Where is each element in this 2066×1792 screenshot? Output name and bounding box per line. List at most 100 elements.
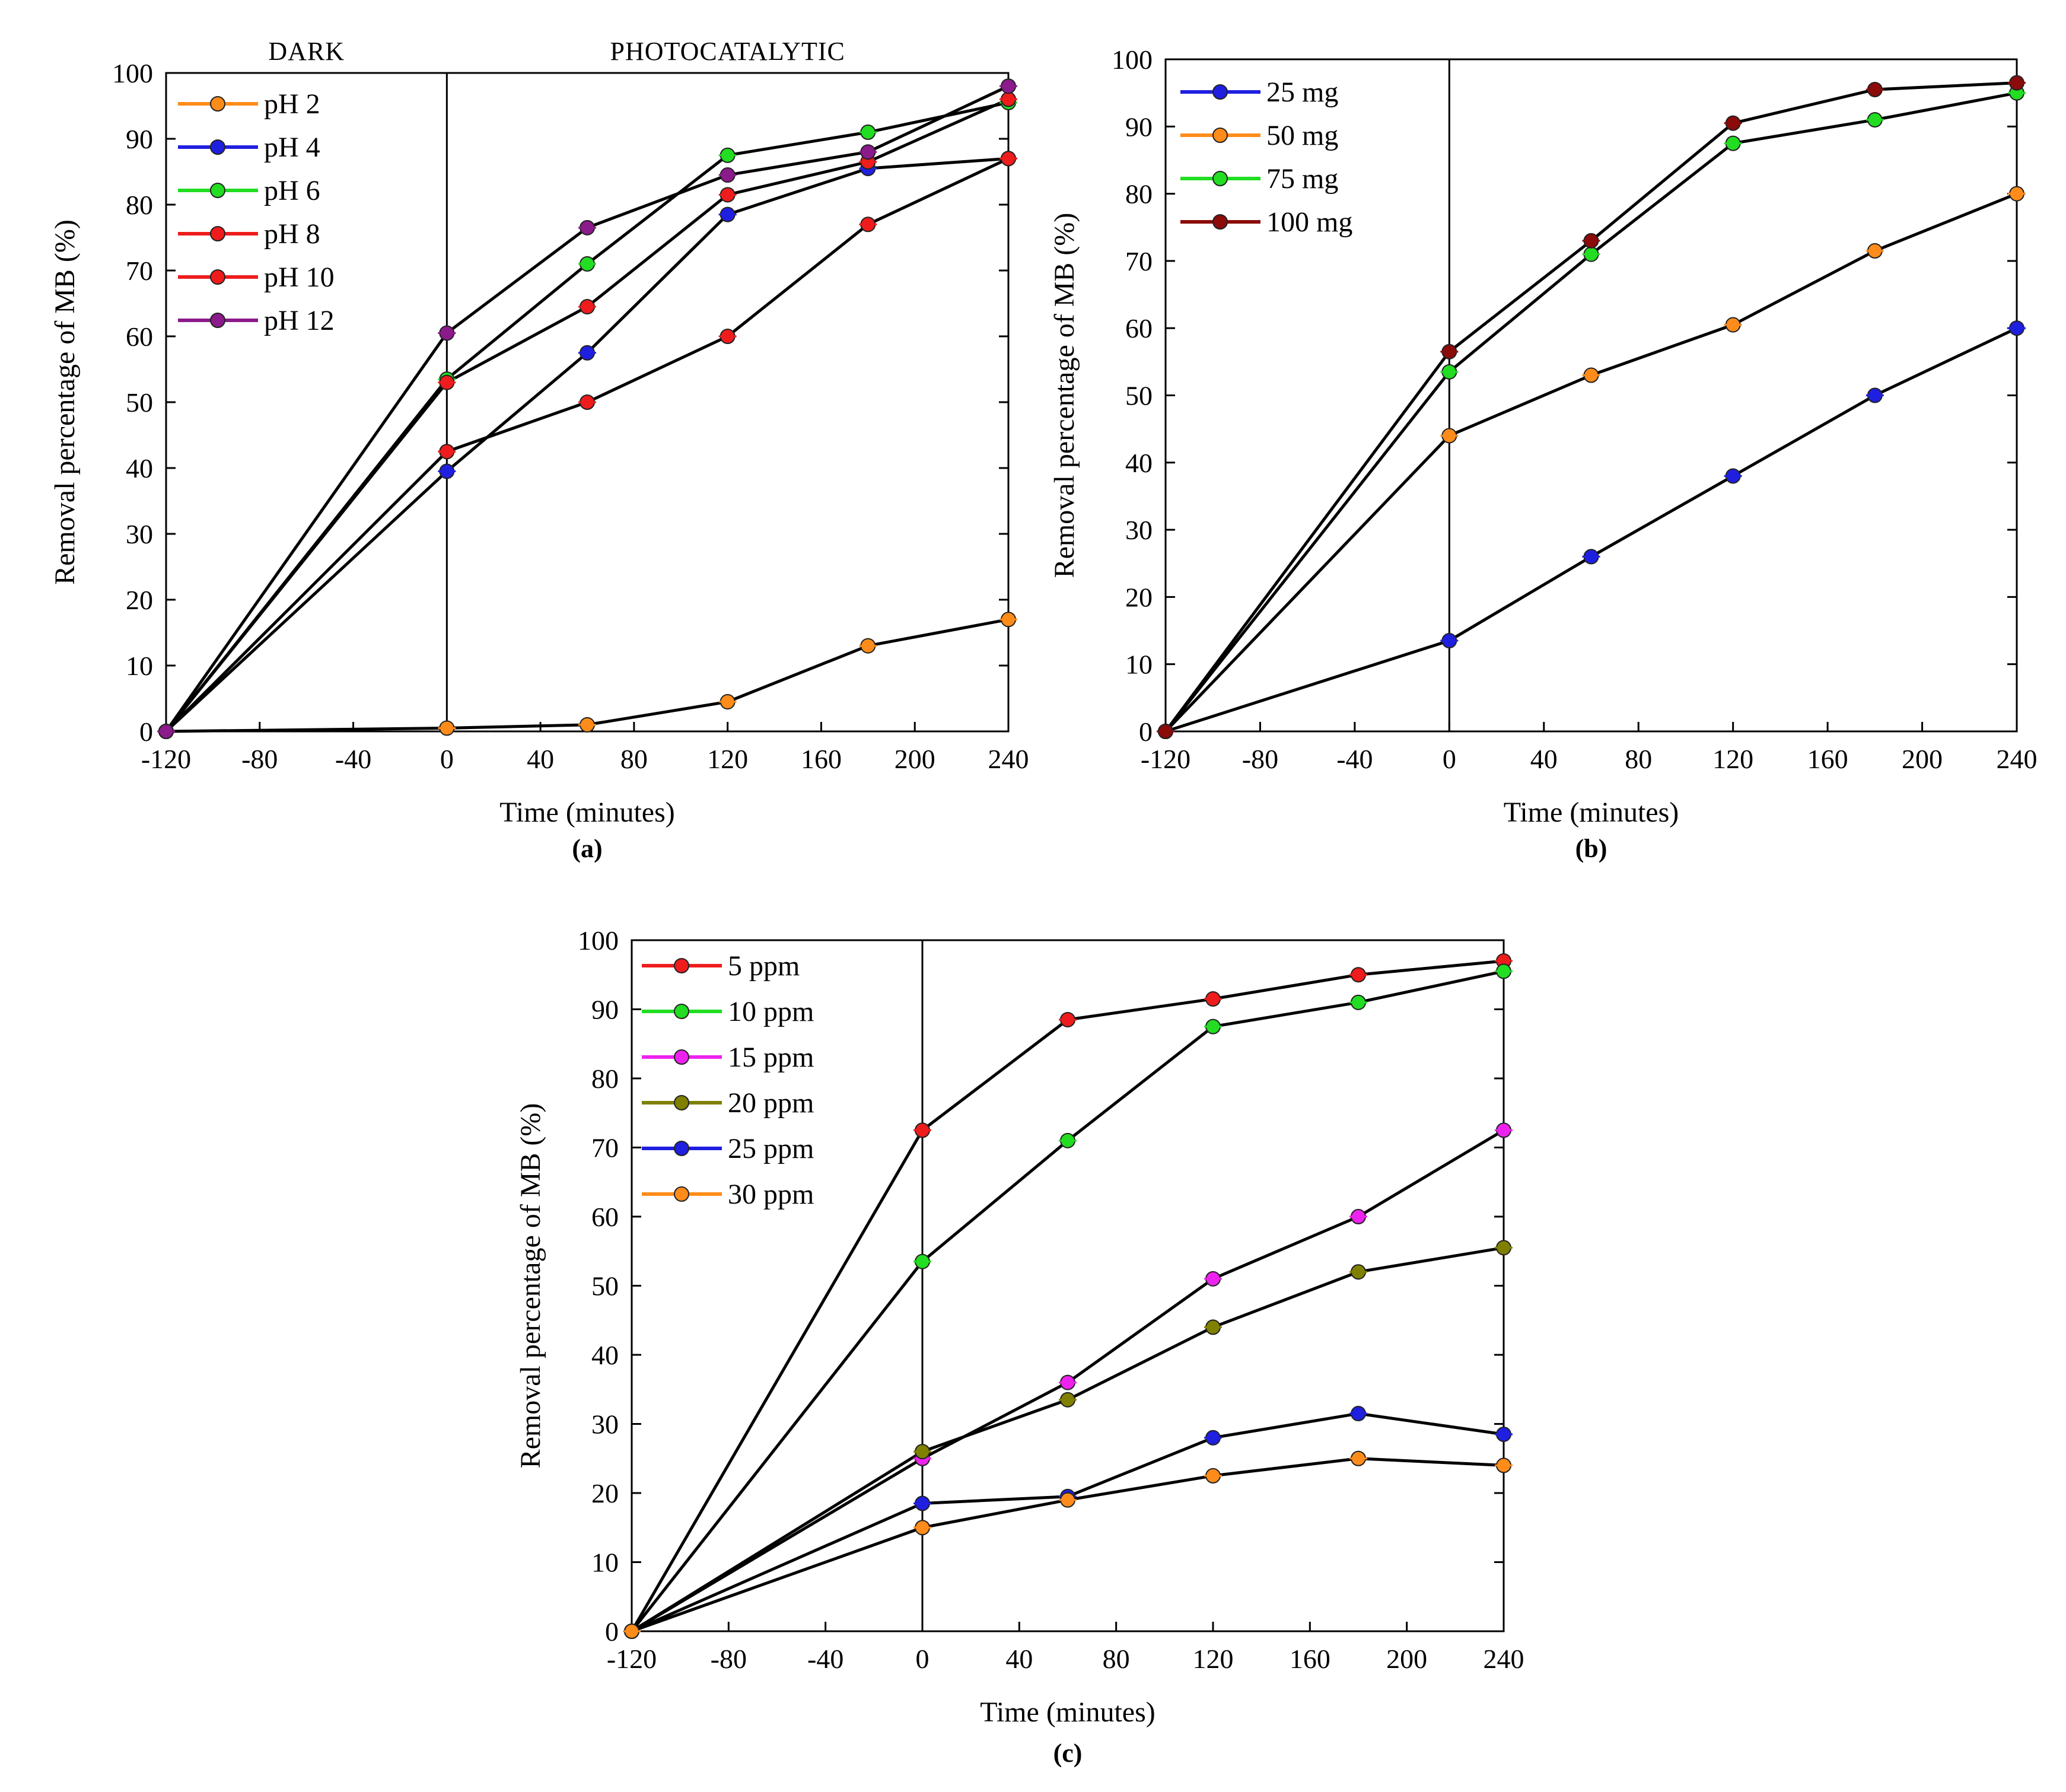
y-tick-label: 10 [591, 1548, 619, 1578]
y-axis-title: Removal percentage of MB (%) [49, 219, 81, 585]
y-tick-label: 50 [591, 1271, 619, 1301]
series-line [631, 1246, 1504, 1633]
x-tick-label: 240 [1997, 744, 2038, 774]
y-tick-label: 30 [1125, 515, 1153, 545]
legend-swatch-marker [674, 1141, 689, 1156]
x-axis-title: Time (minutes) [980, 1696, 1155, 1728]
x-tick-label: 240 [988, 744, 1029, 774]
y-tick-label: 80 [1125, 179, 1153, 209]
y-tick-label: 60 [126, 322, 153, 352]
y-tick-label: 80 [591, 1064, 619, 1094]
y-tick-label: 100 [1112, 44, 1153, 75]
series-line [1164, 91, 2017, 733]
legend-swatch-marker [1212, 84, 1228, 100]
y-tick-label: 70 [591, 1133, 619, 1163]
chart-panel-b: 0 10 20 30 40 50 60 70 80 90 100 -120 -80 -40 0 40 80 120… [1049, 44, 2038, 863]
x-tick-label: 40 [527, 744, 554, 774]
x-tick-label: 40 [1005, 1644, 1033, 1674]
x-tick-label: -40 [807, 1644, 843, 1674]
legend-label: 5 ppm [728, 950, 800, 982]
series-line [165, 157, 1010, 733]
series-line [165, 101, 1009, 733]
legend-swatch-marker [674, 1095, 689, 1110]
series-line [165, 157, 1009, 733]
y-tick-label: 90 [126, 124, 153, 154]
y-tick-label: 40 [1125, 448, 1153, 478]
y-tick-label: 90 [591, 995, 619, 1025]
y-tick-label: 30 [126, 519, 153, 549]
y-tick-label: 10 [126, 651, 153, 681]
x-tick-label: 160 [801, 744, 842, 774]
y-tick-label: 20 [126, 585, 153, 615]
series-line [1165, 326, 2018, 733]
y-tick-label: 100 [578, 925, 619, 956]
legend-label: 20 ppm [728, 1087, 814, 1119]
panel-label: (c) [1053, 1739, 1083, 1768]
x-tick-label: 120 [1193, 1644, 1234, 1674]
panel-label: (a) [572, 834, 602, 863]
y-tick-label: 0 [1139, 717, 1153, 747]
y-tick-label: 70 [126, 256, 153, 286]
y-tick-label: 10 [1125, 650, 1153, 680]
legend-swatch-marker [1212, 128, 1228, 143]
x-tick-label: -80 [711, 1644, 747, 1674]
legend-label: pH 12 [264, 305, 335, 336]
legend-swatch-marker [210, 269, 225, 285]
legend-swatch-marker [674, 958, 689, 973]
y-tick-label: 0 [139, 717, 153, 747]
x-tick-label: 240 [1484, 1644, 1524, 1674]
legend-swatch-marker [210, 313, 225, 328]
y-tick-label: 30 [591, 1409, 619, 1440]
chart-panel-a: 0 10 20 30 40 50 60 70 80 90 100 -120 -80 -40 0 40 80 120… [49, 37, 1029, 863]
legend-label: pH 4 [264, 132, 320, 163]
x-tick-label: 120 [1712, 744, 1753, 774]
legend-label: 30 ppm [728, 1179, 814, 1210]
legend-swatch-marker [210, 96, 225, 112]
y-tick-label: 20 [1125, 582, 1153, 612]
legend-swatch-marker [674, 1004, 689, 1019]
x-tick-label: -120 [607, 1644, 657, 1674]
x-tick-label: 80 [1625, 744, 1652, 774]
legend-label: 15 ppm [728, 1042, 814, 1073]
legend-swatch-marker [1212, 171, 1228, 186]
legend-swatch-marker [210, 226, 225, 241]
x-tick-label: -80 [241, 744, 278, 774]
y-tick-label: 100 [112, 58, 153, 88]
series-line [631, 1457, 1504, 1633]
legend-label: pH 6 [264, 175, 320, 206]
x-tick-label: -120 [141, 744, 191, 774]
region-label: DARK [268, 37, 345, 66]
legend-label: 100 mg [1266, 206, 1352, 238]
y-tick-label: 40 [591, 1340, 619, 1370]
region-label: PHOTOCATALYTIC [610, 37, 845, 66]
y-tick-label: 90 [1125, 112, 1153, 142]
series-line [631, 1412, 1504, 1633]
legend-swatch-marker [674, 1186, 689, 1202]
x-tick-label: -40 [1336, 744, 1373, 774]
x-tick-label: -120 [1141, 744, 1190, 774]
legend-label: 75 mg [1266, 163, 1338, 195]
x-tick-label: 80 [620, 744, 648, 774]
legend-label: 25 mg [1266, 77, 1338, 108]
y-tick-label: 0 [605, 1616, 619, 1647]
y-tick-label: 60 [1125, 313, 1153, 343]
series-line [1164, 81, 2017, 733]
x-tick-label: 160 [1290, 1644, 1330, 1674]
x-tick-label: 40 [1530, 744, 1558, 774]
x-tick-label: 160 [1807, 744, 1848, 774]
x-tick-label: 200 [1386, 1644, 1427, 1674]
legend-swatch-marker [674, 1049, 689, 1065]
panel-label: (b) [1575, 834, 1607, 863]
series-line [165, 618, 1009, 733]
chart-panel-c: 0 10 20 30 40 50 60 70 80 90 100 -120 -80 -40 0 40 80 120… [515, 925, 1524, 1768]
legend-label: 25 ppm [728, 1133, 814, 1164]
x-tick-label: 80 [1103, 1644, 1130, 1674]
x-axis-title: Time (minutes) [1504, 797, 1679, 828]
x-tick-label: -40 [335, 744, 371, 774]
x-tick-label: 120 [707, 744, 748, 774]
legend-label: 10 ppm [728, 996, 814, 1027]
x-tick-label: 0 [1443, 744, 1456, 774]
series-line [165, 98, 1010, 733]
series-line [631, 1129, 1505, 1633]
y-tick-label: 60 [591, 1202, 619, 1232]
